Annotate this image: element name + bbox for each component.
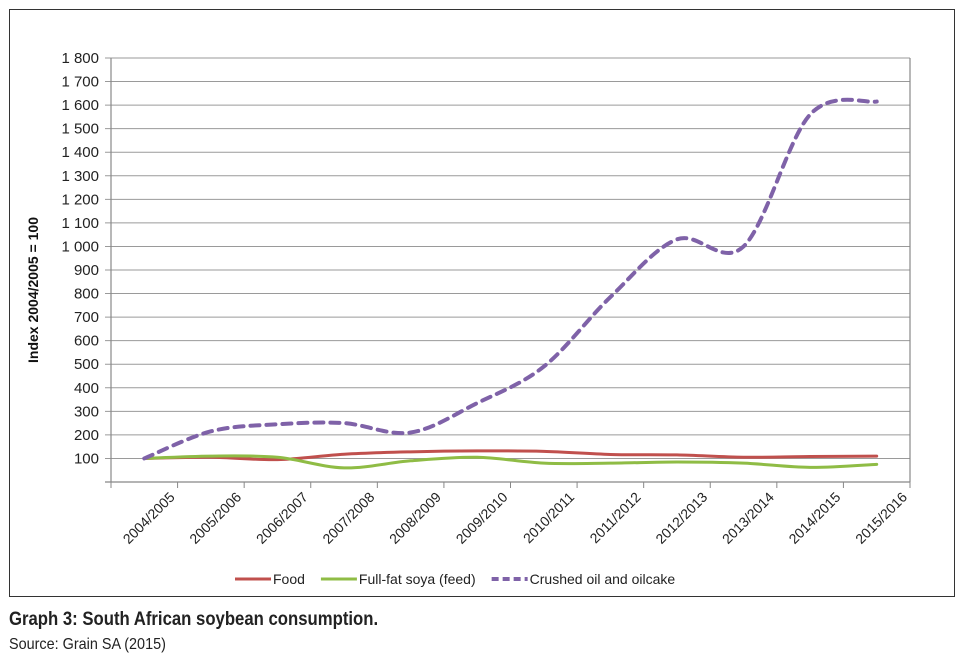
series-line-1 <box>142 454 879 470</box>
chart-title: Graph 3: South African soybean consumpti… <box>9 609 379 630</box>
x-tick-label: 2013/2014 <box>719 489 777 547</box>
legend-label: Full-fat soya (feed) <box>359 571 476 587</box>
y-tick-label: 200 <box>74 427 99 444</box>
y-tick-label: 300 <box>74 403 99 420</box>
y-tick-label: 700 <box>74 309 99 326</box>
y-tick-label: 1 600 <box>61 97 99 114</box>
x-tick-label: 2014/2015 <box>785 489 843 547</box>
y-tick-label: 100 <box>74 450 99 467</box>
x-tick-label: 2012/2013 <box>652 489 710 547</box>
y-tick-label: 1 700 <box>61 74 99 91</box>
chart-source: Source: Grain SA (2015) <box>9 636 166 653</box>
x-tick-label: 2011/2012 <box>586 489 644 547</box>
y-tick-label: 1 500 <box>61 121 99 138</box>
chart-frame <box>9 9 955 597</box>
x-tick-label: 2004/2005 <box>120 489 178 547</box>
x-tick-label: 2015/2016 <box>852 489 910 547</box>
legend-label: Crushed oil and oilcake <box>530 571 676 587</box>
y-axis-label: Index 2004/2005 = 100 <box>25 217 41 363</box>
y-tick-label: 1 000 <box>61 238 99 255</box>
y-tick-label: 1 400 <box>61 144 99 161</box>
y-tick-label: 400 <box>74 380 99 397</box>
y-tick-label: 1 800 <box>61 50 99 67</box>
y-tick-label: 600 <box>74 333 99 350</box>
y-tick-label: 1 200 <box>61 191 99 208</box>
x-tick-label: 2006/2007 <box>253 489 311 547</box>
y-tick-label: 800 <box>74 286 99 303</box>
y-tick-label: 900 <box>74 262 99 279</box>
x-tick-label: 2008/2009 <box>386 489 444 547</box>
x-tick-label: 2005/2006 <box>186 489 244 547</box>
y-tick-label: 1 300 <box>61 168 99 185</box>
legend-label: Food <box>273 571 305 587</box>
x-tick-label: 2007/2008 <box>319 489 377 547</box>
series-line-2 <box>142 97 879 461</box>
x-tick-label: 2009/2010 <box>453 489 511 547</box>
series-line-0 <box>142 449 879 462</box>
x-tick-label: 2010/2011 <box>520 489 578 547</box>
y-tick-label: 1 100 <box>61 215 99 232</box>
y-tick-label: 500 <box>74 356 99 373</box>
